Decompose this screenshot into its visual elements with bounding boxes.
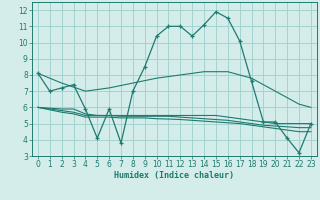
X-axis label: Humidex (Indice chaleur): Humidex (Indice chaleur): [115, 171, 234, 180]
